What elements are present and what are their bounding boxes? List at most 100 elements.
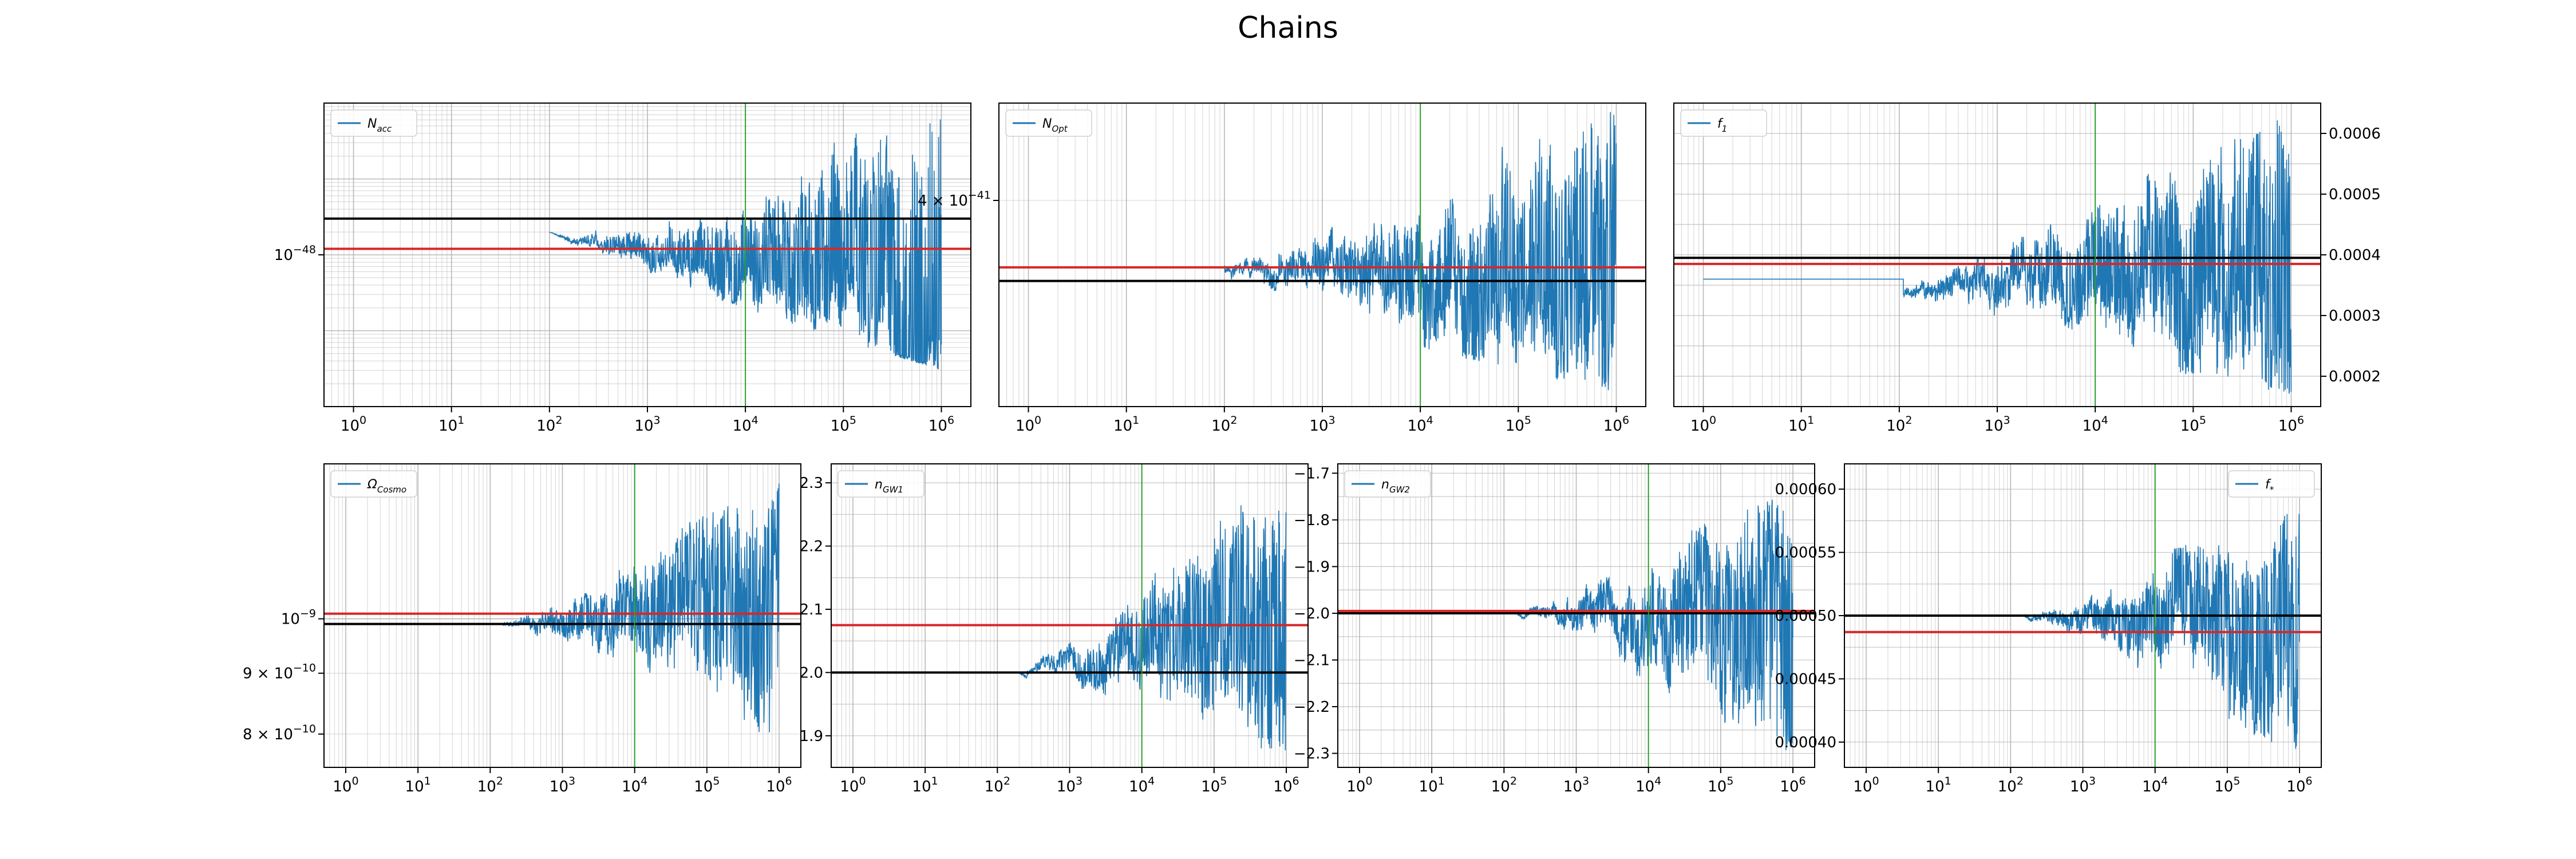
x-tick-label: 102: [477, 775, 503, 795]
legend-box: [330, 470, 417, 498]
x-tick-label: 100: [333, 775, 358, 795]
x-tick-label: 103: [1984, 414, 2010, 435]
y-tick-label: 10−9: [281, 608, 316, 628]
x-tick-label: 103: [1057, 775, 1082, 795]
x-tick-label: 104: [622, 775, 647, 795]
x-tick-label: 106: [2286, 775, 2312, 795]
x-tick-label: 106: [766, 775, 792, 795]
x-tick-label: 106: [1780, 775, 1805, 795]
legend-label: nGW1: [875, 478, 903, 495]
x-tick-label: 104: [2083, 414, 2108, 435]
x-tick-label: 102: [1886, 414, 1912, 435]
y-tick-label: −2.2: [1294, 699, 1330, 716]
y-tick-label: 2.2: [800, 538, 823, 555]
chain-panel: 100 101 102 103 104 105 106 −1.7 −1.8 −1.9 −2.0 −2.…: [1294, 463, 1815, 795]
legend: nGW1: [837, 470, 924, 498]
x-tick-label: 106: [2278, 414, 2304, 435]
y-tick-label: 1.9: [800, 728, 823, 745]
y-tick-label: 0.0006: [2329, 125, 2381, 143]
y-tick-label: 9 × 10−10: [243, 662, 316, 683]
chain-panel: 100 101 102 103 104 105 106 4 × 10−41 NOpt: [918, 103, 1646, 435]
x-tick-label: 105: [1201, 775, 1227, 795]
grid: [324, 464, 801, 767]
x-tick-label: 103: [550, 775, 575, 795]
x-tick-label: 105: [1506, 414, 1531, 435]
x-tick-label: 104: [1129, 775, 1155, 795]
legend: Nacc: [330, 109, 417, 137]
y-tick-label: 8 × 10−10: [243, 723, 316, 743]
x-tick-label: 105: [2214, 775, 2240, 795]
chain-panel: 100 101 102 103 104 105 106 1.9 2.0 2.1 2.2 2.3 nGW1: [800, 463, 1309, 795]
x-tick-label: 101: [438, 414, 464, 435]
y-tick-label: 2.3: [800, 475, 823, 492]
legend: NOpt: [1005, 109, 1092, 137]
legend-label: NOpt: [1042, 117, 1068, 134]
y-tick-label: 0.0005: [2329, 186, 2381, 203]
x-tick-label: 100: [840, 775, 866, 795]
chain-panel: 100 101 102 103 104 105 106 10−9 9 × 10−10 8 × 10…: [243, 463, 801, 795]
chain-panel: 100 101 102 103 104 105 106 10−48 Nacc: [274, 103, 971, 435]
legend-label: f1: [1717, 117, 1727, 134]
x-tick-label: 100: [1016, 414, 1041, 435]
legend-label: Nacc: [368, 117, 392, 134]
legend-label: nGW2: [1381, 478, 1410, 495]
grid: [999, 103, 1646, 407]
x-tick-label: 106: [1603, 414, 1629, 435]
legend-box: [837, 470, 924, 498]
y-tick-label: −2.0: [1294, 605, 1330, 622]
x-tick-label: 101: [1926, 775, 1951, 795]
y-tick-label: −1.9: [1294, 558, 1330, 576]
y-tick-label: 0.00040: [1775, 734, 1836, 751]
x-tick-label: 104: [1408, 414, 1433, 435]
y-tick-label: 4 × 10−41: [918, 189, 991, 210]
x-tick-label: 103: [1563, 775, 1589, 795]
legend: nGW2: [1344, 470, 1431, 498]
y-tick-label: 0.00045: [1775, 671, 1836, 688]
y-tick-label: 0.0004: [2329, 247, 2381, 264]
y-tick-label: 0.00050: [1775, 608, 1836, 625]
legend-box: [2228, 470, 2315, 498]
y-tick-label: −1.7: [1294, 465, 1330, 482]
legend: ΩCosmo: [330, 470, 417, 498]
x-tick-label: 102: [985, 775, 1010, 795]
x-tick-label: 101: [1419, 775, 1445, 795]
legend-box: [330, 109, 417, 137]
legend-box: [1680, 109, 1767, 137]
x-tick-label: 101: [912, 775, 938, 795]
x-tick-label: 103: [634, 414, 660, 435]
chain-trace: [1703, 120, 2292, 394]
y-tick-label: 2.0: [800, 664, 823, 681]
legend-box: [1344, 470, 1431, 498]
y-tick-label: 0.0002: [2329, 368, 2381, 385]
x-tick-label: 103: [2070, 775, 2096, 795]
chain-panel: 100 101 102 103 104 105 106 0.0002 0.0003 0.0004 0…: [1673, 103, 2381, 435]
x-tick-label: 101: [1788, 414, 1814, 435]
chain-trace: [502, 483, 780, 732]
y-tick-label: 0.00055: [1775, 545, 1836, 562]
legend: f1: [1680, 109, 1767, 137]
legend-box: [1005, 109, 1092, 137]
y-tick-label: −1.8: [1294, 512, 1330, 529]
chain-panel: 100 101 102 103 104 105 106 0.00040 0.00045 0.000…: [1775, 463, 2322, 795]
legend: f*: [2228, 470, 2315, 498]
x-tick-label: 102: [1491, 775, 1517, 795]
x-tick-label: 103: [1309, 414, 1335, 435]
x-tick-label: 100: [1853, 775, 1879, 795]
x-tick-label: 101: [1113, 414, 1139, 435]
x-tick-label: 106: [929, 414, 954, 435]
x-tick-label: 105: [1708, 775, 1733, 795]
x-tick-label: 105: [831, 414, 856, 435]
y-tick-label: −2.1: [1294, 652, 1330, 669]
x-tick-label: 101: [405, 775, 431, 795]
chain-trace: [1018, 505, 1287, 751]
legend-label: f*: [2265, 478, 2274, 495]
chain-trace: [1516, 499, 1793, 750]
x-tick-label: 102: [1998, 775, 2024, 795]
x-tick-label: 102: [1211, 414, 1237, 435]
x-tick-label: 104: [2142, 775, 2168, 795]
x-tick-label: 105: [694, 775, 720, 795]
x-tick-label: 100: [1690, 414, 1716, 435]
x-tick-label: 106: [1273, 775, 1299, 795]
y-tick-label: 0.00060: [1775, 481, 1836, 498]
